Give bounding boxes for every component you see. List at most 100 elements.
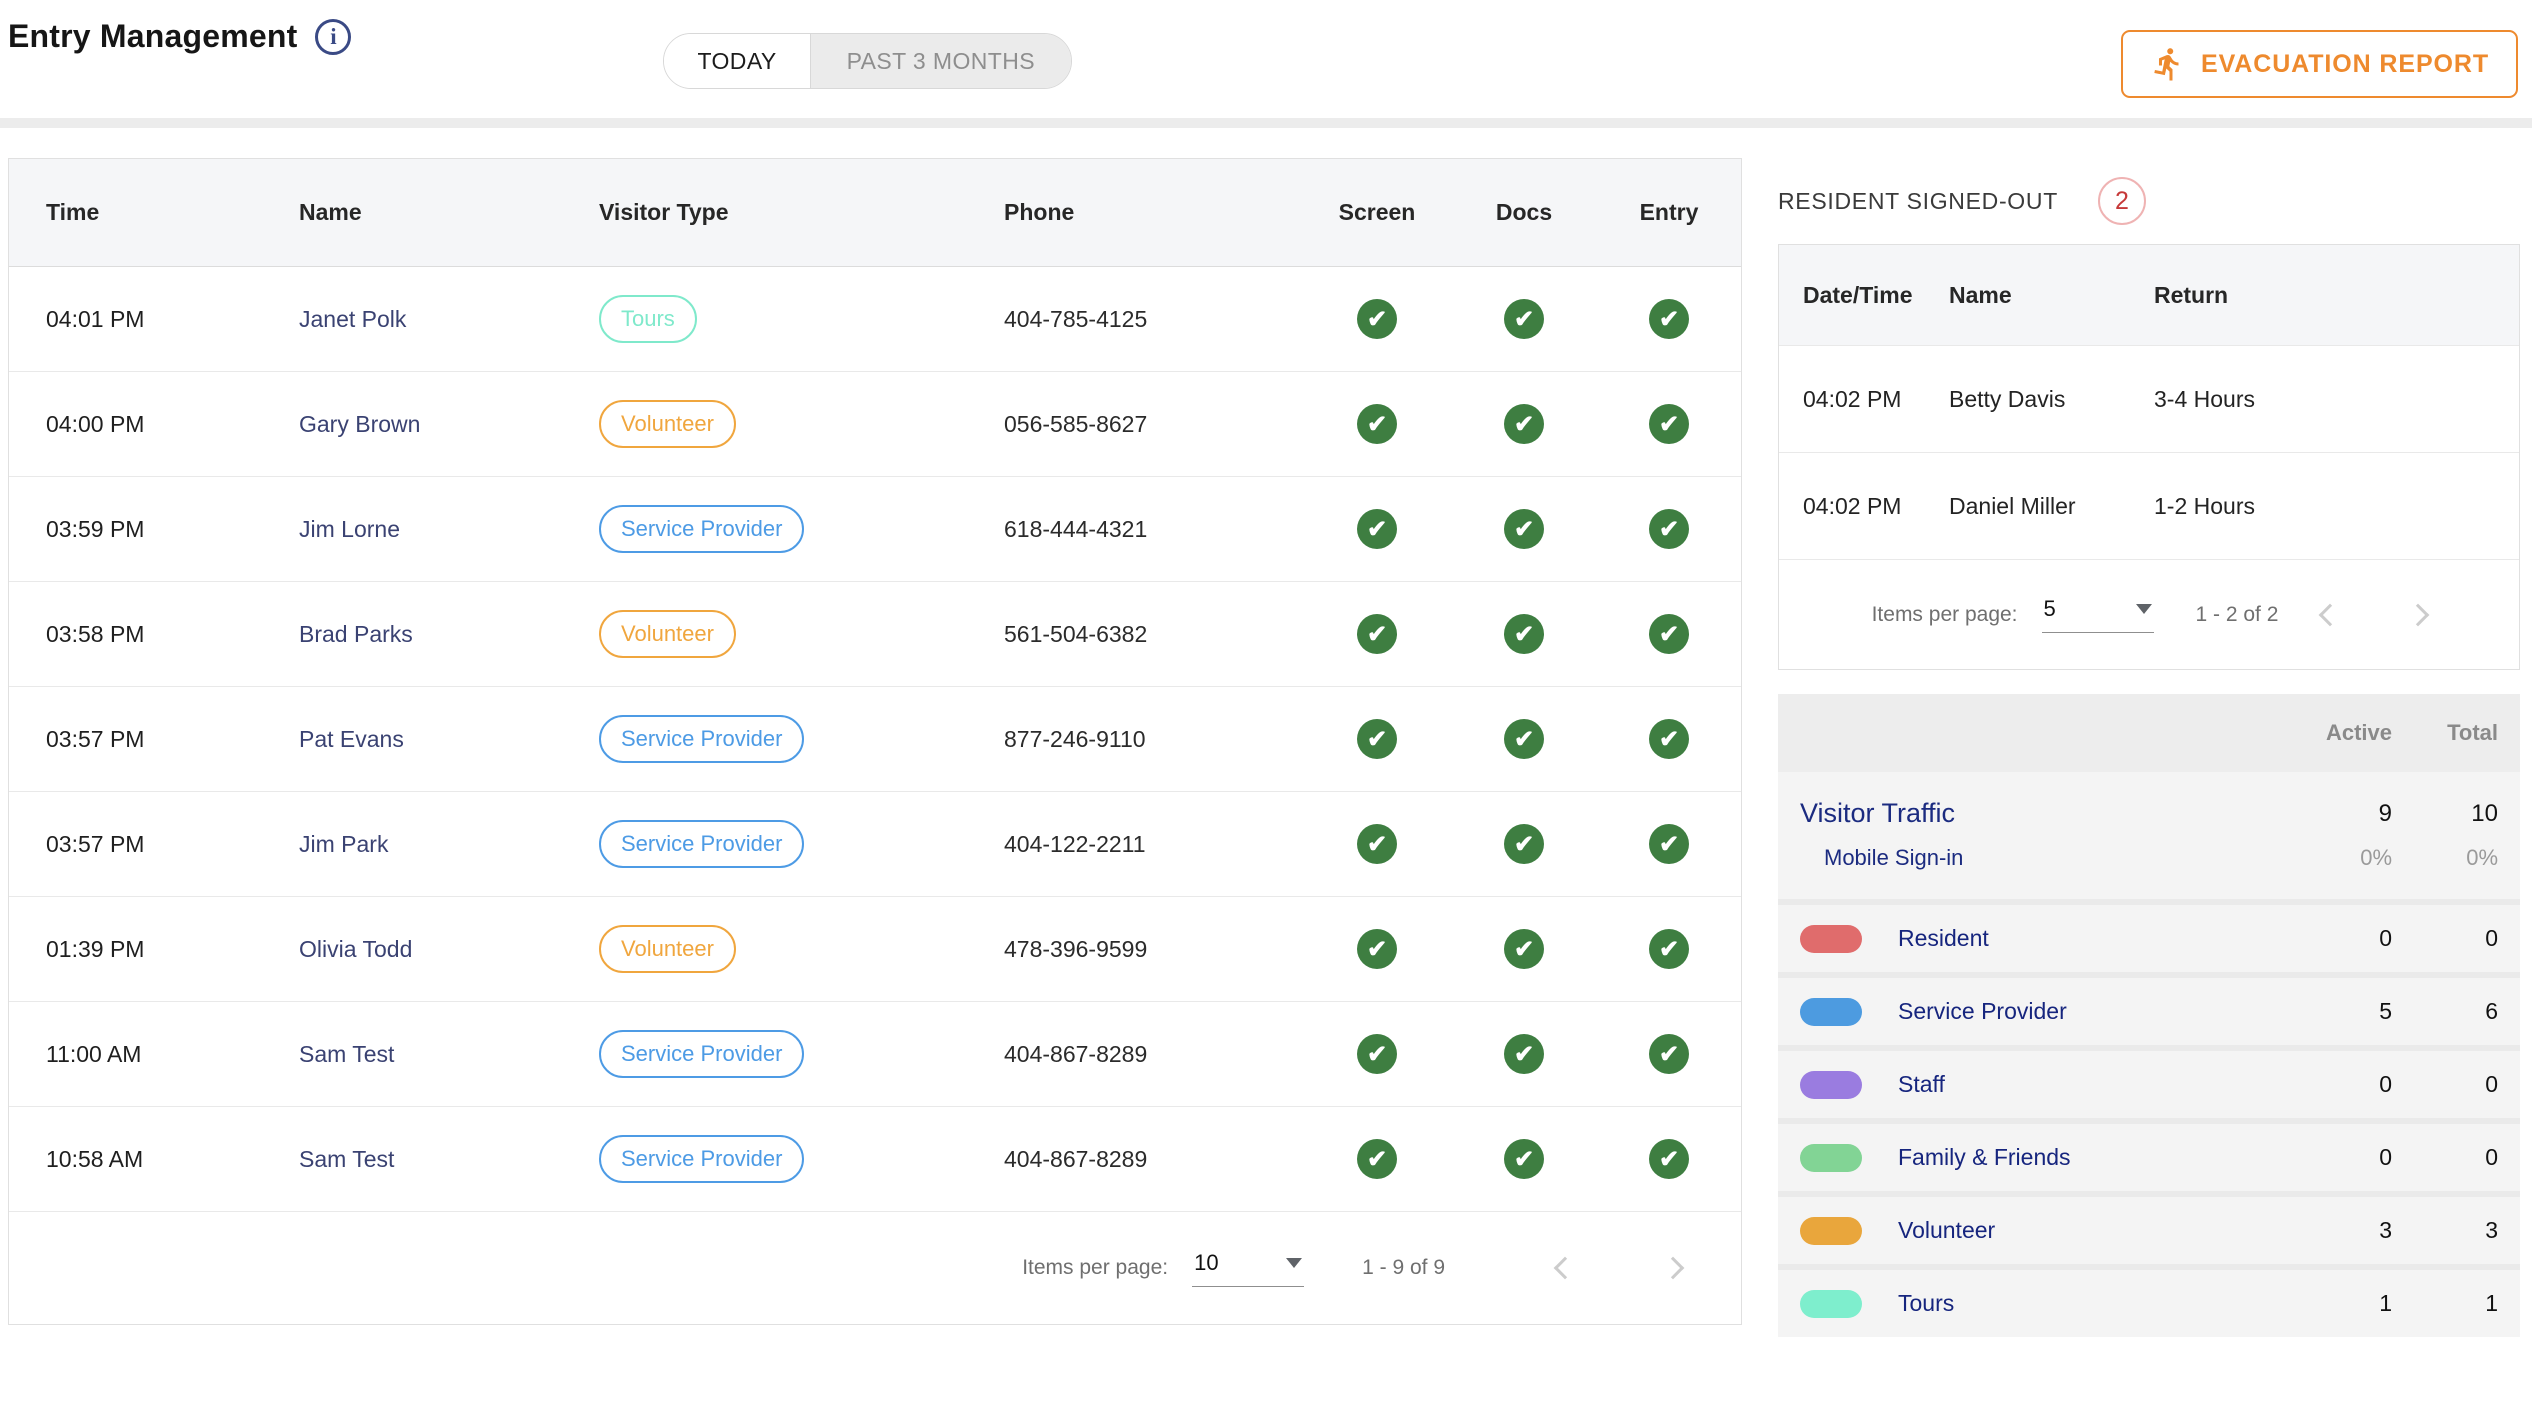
- category-color-pill: [1800, 924, 1862, 953]
- docs-check-icon: [1504, 719, 1544, 759]
- traffic-category-row: Resident 0 0: [1778, 899, 2520, 972]
- visitor-name-link[interactable]: Pat Evans: [299, 725, 404, 752]
- col-header-return: Return: [2154, 281, 2229, 308]
- category-active-count: 0: [2379, 925, 2392, 951]
- visitor-name-link[interactable]: Gary Brown: [299, 410, 421, 437]
- visitor-traffic-panel: Active Total Visitor Traffic 9 10 Mobile…: [1778, 694, 2520, 1337]
- dropdown-arrow-icon: [1286, 1257, 1303, 1268]
- next-page-button[interactable]: [2407, 603, 2430, 626]
- visitor-type-chip: Service Provider: [599, 820, 805, 868]
- return-duration: 1-2 Hours: [2154, 492, 2255, 519]
- category-label: Resident: [1898, 925, 1989, 951]
- visitor-name-link[interactable]: Brad Parks: [299, 620, 413, 647]
- category-active-count: 0: [2379, 1071, 2392, 1097]
- visitor-type-chip: Tours: [599, 295, 697, 343]
- screen-check-icon: [1357, 1139, 1397, 1179]
- screen-check-icon: [1357, 509, 1397, 549]
- docs-check-icon: [1504, 614, 1544, 654]
- col-header-name: Name: [1949, 281, 2012, 308]
- evacuation-report-label: EVACUATION REPORT: [2201, 49, 2489, 78]
- visitor-name-link[interactable]: Jim Park: [299, 830, 389, 857]
- category-active-count: 0: [2379, 1144, 2392, 1170]
- visitor-name-link[interactable]: Jim Lorne: [299, 515, 400, 542]
- category-color-pill: [1800, 1143, 1862, 1172]
- visitor-phone: 404-867-8289: [1004, 1040, 1148, 1067]
- table-row: 10:58 AM Sam Test Service Provider 404-8…: [9, 1107, 1741, 1212]
- col-header-datetime: Date/Time: [1803, 281, 1913, 308]
- mobile-active-percent: 0%: [2360, 845, 2392, 870]
- signed-out-time: 04:02 PM: [1803, 492, 1902, 519]
- col-header-time: Time: [46, 199, 100, 225]
- traffic-category-row: Staff 0 0: [1778, 1045, 2520, 1118]
- col-header-screen: Screen: [1338, 199, 1416, 225]
- docs-check-icon: [1504, 929, 1544, 969]
- toggle-today[interactable]: TODAY: [664, 34, 811, 88]
- prev-page-button[interactable]: [1553, 1256, 1577, 1280]
- table-row: 04:01 PM Janet Polk Tours 404-785-4125: [9, 267, 1741, 372]
- visitor-phone: 561-504-6382: [1004, 620, 1148, 647]
- category-label: Family & Friends: [1898, 1144, 2071, 1170]
- evacuation-report-button[interactable]: EVACUATION REPORT: [2121, 30, 2518, 98]
- date-range-toggle: TODAY PAST 3 MONTHS: [663, 33, 1072, 89]
- visitor-phone: 877-246-9110: [1004, 725, 1146, 752]
- traffic-category-row: Volunteer 3 3: [1778, 1191, 2520, 1264]
- category-total-count: 6: [2485, 998, 2498, 1024]
- visitor-type-chip: Service Provider: [599, 1135, 805, 1183]
- prev-page-button[interactable]: [2319, 603, 2342, 626]
- visitor-phone: 404-867-8289: [1004, 1145, 1148, 1172]
- visitor-type-chip: Volunteer: [599, 925, 736, 973]
- page-title-group: Entry Management i: [8, 18, 352, 55]
- category-total-count: 1: [2485, 1290, 2498, 1316]
- traffic-header-row: Active Total: [1778, 694, 2520, 772]
- visitor-type-chip: Service Provider: [599, 1030, 805, 1078]
- entry-check-icon: [1649, 299, 1689, 339]
- dropdown-arrow-icon: [2135, 604, 2152, 614]
- table-row: 04:02 PM Betty Davis 3-4 Hours: [1779, 345, 2519, 452]
- category-active-count: 3: [2379, 1217, 2392, 1243]
- traffic-category-row: Service Provider 5 6: [1778, 972, 2520, 1045]
- visitor-name-link[interactable]: Sam Test: [299, 1145, 395, 1172]
- docs-check-icon: [1504, 1034, 1544, 1074]
- items-per-page-label: Items per page:: [1022, 1256, 1169, 1279]
- resident-name: Daniel Miller: [1949, 492, 2076, 519]
- category-total-count: 0: [2485, 1144, 2498, 1170]
- signed-out-time: 04:02 PM: [1803, 385, 1902, 412]
- screen-check-icon: [1357, 719, 1397, 759]
- visitor-phone: 404-785-4125: [1004, 305, 1148, 332]
- entry-time: 03:57 PM: [46, 725, 145, 752]
- screen-check-icon: [1357, 299, 1397, 339]
- mobile-sign-in-label: Mobile Sign-in: [1824, 845, 1964, 870]
- items-per-page-value: 5: [2043, 596, 2056, 621]
- col-header-name: Name: [299, 199, 362, 225]
- traffic-total-count: 10: [2471, 799, 2498, 827]
- traffic-category-row: Tours 1 1: [1778, 1264, 2520, 1337]
- visitor-name-link[interactable]: Olivia Todd: [299, 935, 413, 962]
- next-page-button[interactable]: [1661, 1256, 1685, 1280]
- top-bar: Entry Management i TODAY PAST 3 MONTHS E…: [0, 0, 2532, 108]
- col-header-total: Total: [2447, 720, 2498, 745]
- toggle-past-3-months[interactable]: PAST 3 MONTHS: [810, 34, 1071, 88]
- entry-table: Time Name Visitor Type Phone Screen Docs…: [8, 158, 1742, 1325]
- col-header-active: Active: [2325, 720, 2392, 745]
- resident-signed-out-table: Date/Time Name Return 04:02 PM Betty Dav…: [1778, 244, 2520, 670]
- signed-out-pagination: Items per page: 5 1 - 2 of 2: [1779, 559, 2519, 669]
- items-per-page-select[interactable]: 10: [1192, 1250, 1305, 1287]
- table-row: 03:58 PM Brad Parks Volunteer 561-504-63…: [9, 582, 1741, 687]
- screen-check-icon: [1357, 614, 1397, 654]
- category-active-count: 5: [2379, 998, 2392, 1024]
- col-header-visitor-type: Visitor Type: [599, 199, 729, 225]
- page-title: Entry Management: [8, 18, 298, 54]
- screen-check-icon: [1357, 929, 1397, 969]
- visitor-name-link[interactable]: Sam Test: [299, 1040, 395, 1067]
- entry-check-icon: [1649, 1034, 1689, 1074]
- entry-check-icon: [1649, 1139, 1689, 1179]
- info-icon[interactable]: i: [315, 18, 352, 55]
- screen-check-icon: [1357, 404, 1397, 444]
- entry-time: 01:39 PM: [46, 935, 145, 962]
- category-label: Service Provider: [1898, 998, 2067, 1024]
- visitor-name-link[interactable]: Janet Polk: [299, 305, 407, 332]
- entry-time: 03:58 PM: [46, 620, 145, 647]
- visitor-traffic-link[interactable]: Visitor Traffic: [1800, 798, 1956, 828]
- docs-check-icon: [1504, 824, 1544, 864]
- items-per-page-select[interactable]: 5: [2041, 596, 2154, 633]
